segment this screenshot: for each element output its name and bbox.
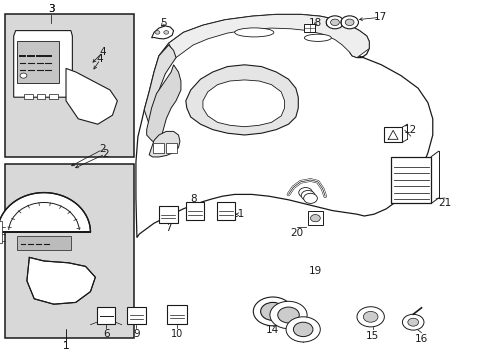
Text: 17: 17 bbox=[373, 12, 386, 22]
Circle shape bbox=[253, 297, 292, 326]
Text: 7: 7 bbox=[164, 222, 171, 233]
Text: 19: 19 bbox=[308, 266, 322, 276]
Polygon shape bbox=[14, 31, 72, 97]
Text: 2: 2 bbox=[99, 144, 106, 154]
Text: 18: 18 bbox=[308, 18, 322, 28]
Bar bbox=[166, 143, 177, 153]
Text: 11: 11 bbox=[231, 209, 245, 219]
Bar bbox=[17, 41, 59, 83]
Polygon shape bbox=[151, 26, 173, 39]
Circle shape bbox=[363, 311, 377, 322]
Text: 4: 4 bbox=[97, 54, 103, 64]
Bar bbox=[185, 202, 204, 220]
Polygon shape bbox=[146, 65, 181, 144]
Ellipse shape bbox=[234, 28, 273, 37]
Bar bbox=[24, 94, 33, 99]
Text: 20: 20 bbox=[290, 228, 303, 238]
Text: 2: 2 bbox=[102, 149, 108, 159]
Polygon shape bbox=[27, 257, 95, 304]
Bar bbox=[97, 307, 115, 324]
Bar bbox=[307, 211, 322, 225]
Polygon shape bbox=[136, 14, 432, 238]
Text: 3: 3 bbox=[48, 4, 55, 14]
Polygon shape bbox=[0, 193, 90, 232]
Text: 1: 1 bbox=[62, 341, 69, 351]
Text: 8: 8 bbox=[189, 194, 196, 204]
Bar bbox=[390, 157, 430, 203]
Text: 21: 21 bbox=[437, 198, 451, 208]
Circle shape bbox=[298, 188, 312, 198]
Bar bbox=[127, 307, 145, 324]
Text: 9: 9 bbox=[133, 329, 140, 339]
Circle shape bbox=[20, 73, 27, 78]
Bar bbox=[159, 206, 177, 223]
Circle shape bbox=[345, 19, 353, 26]
Circle shape bbox=[407, 318, 418, 326]
Bar bbox=[49, 94, 58, 99]
Bar bbox=[167, 305, 186, 324]
Polygon shape bbox=[144, 45, 176, 124]
Polygon shape bbox=[203, 80, 284, 127]
Circle shape bbox=[277, 307, 299, 323]
Text: 4: 4 bbox=[99, 47, 106, 57]
Bar bbox=[5, 14, 134, 157]
Circle shape bbox=[260, 302, 285, 320]
Circle shape bbox=[269, 301, 306, 329]
Text: 12: 12 bbox=[403, 125, 417, 135]
Polygon shape bbox=[149, 131, 180, 157]
Circle shape bbox=[293, 322, 312, 337]
Text: 10: 10 bbox=[170, 329, 183, 339]
Text: 5: 5 bbox=[160, 18, 166, 28]
Text: 14: 14 bbox=[265, 325, 279, 336]
Circle shape bbox=[310, 215, 320, 222]
Circle shape bbox=[402, 314, 423, 330]
Polygon shape bbox=[168, 14, 368, 58]
Text: 13: 13 bbox=[296, 333, 309, 343]
Circle shape bbox=[301, 190, 314, 201]
Text: 3: 3 bbox=[48, 4, 55, 14]
Text: 1: 1 bbox=[62, 341, 69, 351]
Bar bbox=[153, 143, 163, 153]
Circle shape bbox=[155, 31, 160, 34]
Text: 6: 6 bbox=[102, 329, 109, 339]
Bar bbox=[5, 164, 134, 338]
Circle shape bbox=[163, 31, 168, 34]
Bar bbox=[216, 202, 235, 220]
Ellipse shape bbox=[304, 34, 331, 41]
Bar bbox=[0, 221, 2, 243]
Bar bbox=[304, 24, 314, 32]
Circle shape bbox=[285, 317, 320, 342]
Bar bbox=[383, 127, 402, 142]
Circle shape bbox=[356, 307, 384, 327]
Text: 15: 15 bbox=[365, 330, 379, 341]
Circle shape bbox=[340, 16, 358, 29]
Text: 16: 16 bbox=[414, 334, 427, 344]
Bar bbox=[17, 236, 71, 250]
Polygon shape bbox=[185, 65, 298, 135]
Circle shape bbox=[303, 193, 317, 203]
Bar bbox=[37, 94, 45, 99]
Polygon shape bbox=[66, 68, 117, 124]
Circle shape bbox=[325, 16, 343, 29]
Circle shape bbox=[330, 19, 339, 26]
